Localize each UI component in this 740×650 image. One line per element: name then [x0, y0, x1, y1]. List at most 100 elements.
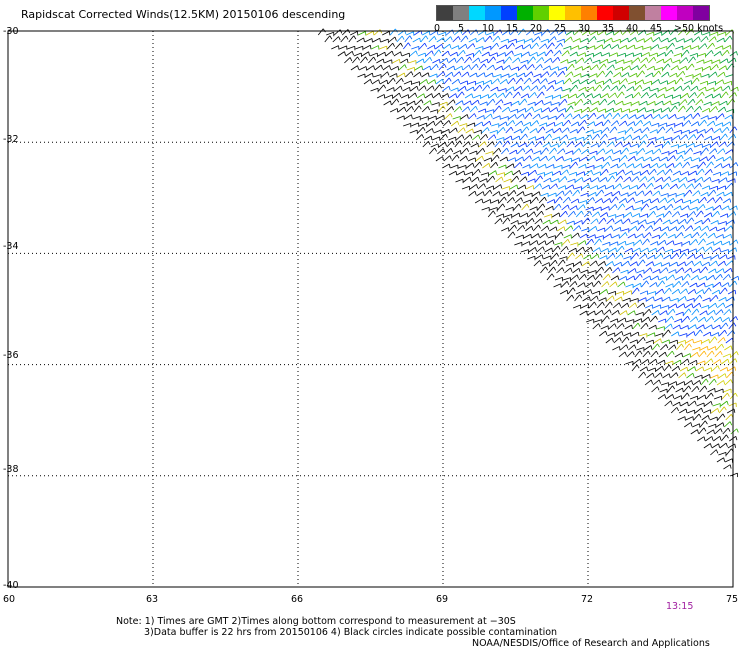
wind-barb: [720, 171, 730, 176]
wind-barb: [701, 107, 711, 113]
wind-barb: [528, 169, 537, 176]
wind-barb: [573, 73, 582, 78]
wind-barb: [547, 235, 556, 240]
wind-barb: [723, 421, 733, 428]
wind-barb: [716, 422, 725, 428]
wind-barb: [619, 155, 628, 162]
wind-barb: [587, 79, 597, 85]
wind-barb: [689, 359, 698, 365]
wind-barb: [562, 277, 572, 282]
wind-barb: [544, 214, 553, 219]
wind-barb: [724, 35, 733, 43]
wind-barb: [594, 164, 603, 170]
wind-barb: [634, 199, 644, 205]
wind-barb: [719, 133, 728, 141]
wind-barb: [612, 38, 621, 44]
wind-barb: [387, 42, 396, 50]
wind-barb: [669, 261, 679, 267]
wind-barb: [572, 225, 582, 232]
wind-barb: [620, 269, 629, 275]
wind-barb: [403, 80, 413, 85]
wind-barb: [723, 156, 732, 162]
wind-barb: [719, 287, 728, 295]
wind-barb: [681, 129, 690, 135]
wind-barb: [667, 385, 676, 393]
wind-barb: [625, 52, 634, 57]
wind-barb: [433, 129, 442, 135]
wind-barb: [703, 176, 712, 183]
wind-barb: [647, 101, 656, 106]
wind-barb: [606, 218, 615, 225]
wind-barb: [517, 107, 527, 113]
wind-barb: [710, 64, 719, 71]
wind-barb: [657, 394, 667, 400]
wind-barb: [652, 343, 660, 351]
wind-barb: [546, 240, 555, 246]
wind-barb: [460, 35, 469, 43]
wind-barb: [692, 423, 701, 428]
wind-barb: [699, 232, 708, 239]
wind-barb: [549, 29, 559, 36]
wind-barb: [515, 44, 524, 50]
wind-barb: [628, 37, 637, 43]
wind-barb: [547, 121, 556, 127]
wind-barb: [678, 295, 687, 302]
wind-barb: [676, 38, 685, 43]
wind-barb: [499, 79, 509, 85]
wind-barb: [651, 156, 660, 162]
wind-barb: [427, 44, 436, 50]
wind-barb: [709, 185, 719, 191]
wind-barb: [688, 400, 697, 407]
wind-barb: [483, 157, 492, 162]
wind-barb: [376, 58, 385, 64]
wind-barb: [510, 142, 519, 148]
wind-barb: [570, 198, 580, 204]
wind-barb: [554, 164, 563, 170]
wind-barb: [466, 162, 475, 169]
wind-barb: [727, 134, 737, 141]
wind-barb: [578, 240, 587, 246]
wind-barb: [704, 135, 713, 141]
wind-barb: [718, 297, 727, 302]
wind-barb: [590, 30, 599, 36]
wind-barb: [697, 394, 707, 400]
wind-barb: [579, 233, 588, 239]
wind-barb: [487, 98, 496, 106]
wind-barb: [700, 266, 709, 274]
wind-barb: [481, 51, 490, 57]
wind-barb: [624, 93, 634, 99]
wind-barb: [622, 218, 631, 225]
wind-barb: [599, 177, 608, 183]
wind-barb: [673, 53, 682, 58]
wind-barb: [710, 220, 719, 225]
wind-barb: [685, 260, 694, 267]
wind-barb: [415, 99, 424, 106]
wind-barb: [550, 219, 559, 225]
wind-barb: [664, 58, 673, 64]
wind-barb: [647, 291, 657, 296]
footnote-line-1: Note: 1) Times are GMT 2)Times along bot…: [116, 616, 516, 627]
wind-barb: [630, 220, 639, 225]
wind-barb: [484, 113, 493, 120]
wind-barb: [511, 100, 520, 106]
wind-barb: [658, 318, 667, 323]
wind-barb: [701, 73, 710, 79]
wind-barb: [687, 134, 697, 141]
wind-barb: [578, 274, 587, 281]
color-scale-bar: [436, 5, 710, 21]
wind-barb: [610, 196, 619, 204]
wind-barb: [727, 98, 736, 106]
wind-barb: [693, 150, 702, 156]
wind-barb: [682, 85, 691, 92]
wind-barb: [632, 171, 642, 176]
wind-barb: [701, 415, 710, 421]
wind-barb: [489, 52, 498, 57]
wind-barb: [589, 185, 599, 190]
wind-barb: [698, 196, 707, 204]
wind-barb: [482, 199, 492, 204]
wind-barb: [653, 338, 662, 344]
legend-label-4: 20: [530, 23, 543, 34]
wind-barb: [704, 59, 713, 64]
wind-barb: [689, 206, 698, 212]
wind-barb: [724, 458, 733, 463]
